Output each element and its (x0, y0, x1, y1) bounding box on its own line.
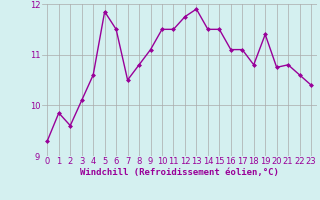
X-axis label: Windchill (Refroidissement éolien,°C): Windchill (Refroidissement éolien,°C) (80, 168, 279, 177)
